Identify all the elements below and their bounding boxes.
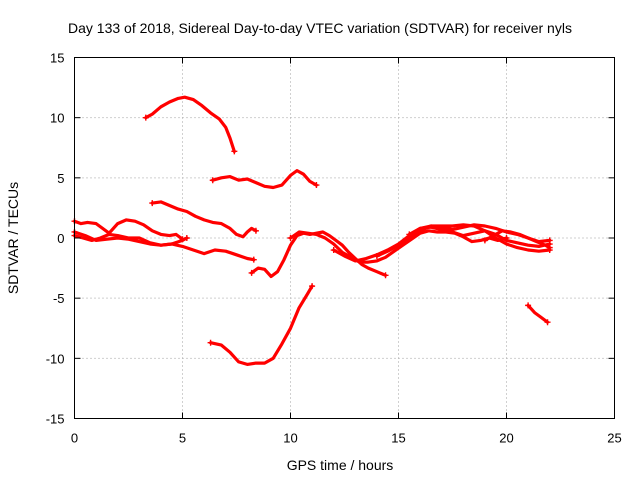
- plus-marker: [209, 177, 216, 184]
- x-tick-label: 5: [179, 431, 186, 446]
- series-arc-7: [248, 230, 389, 279]
- data-series: [71, 95, 553, 366]
- series-line-arc-7: [250, 230, 388, 279]
- series-arc-3: [149, 200, 259, 239]
- series-arc-10: [373, 223, 553, 260]
- series-line-arc-9: [332, 225, 552, 263]
- series-arc-14: [207, 283, 316, 366]
- chart-title: Day 133 of 2018, Sidereal Day-to-day VTE…: [68, 20, 572, 36]
- plus-marker: [382, 272, 389, 279]
- plus-marker: [544, 319, 551, 326]
- plus-marker: [309, 283, 316, 290]
- series-line-arc-14: [209, 284, 314, 366]
- plus-marker: [373, 253, 380, 260]
- y-tick-label: 0: [57, 231, 64, 246]
- plus-marker: [248, 269, 255, 276]
- plus-marker: [525, 302, 532, 309]
- plus-marker: [287, 235, 294, 241]
- x-tick-label: 10: [283, 431, 297, 446]
- series-line-arc-13: [526, 303, 550, 324]
- y-tick-label: 10: [50, 111, 64, 126]
- series-arc-2: [209, 169, 320, 190]
- plus-marker: [183, 235, 190, 241]
- plus-marker: [231, 148, 238, 155]
- plus-marker: [546, 237, 553, 244]
- series-line-arc-8: [288, 229, 509, 264]
- plus-marker: [252, 227, 259, 234]
- plus-marker: [546, 244, 553, 251]
- series-line-arc-1: [144, 95, 236, 153]
- x-tick-label: 20: [499, 431, 513, 446]
- x-axis-label: GPS time / hours: [287, 457, 394, 473]
- plus-marker: [481, 237, 488, 244]
- x-tick-label: 0: [71, 431, 78, 446]
- series-line-arc-6: [72, 232, 189, 247]
- plus-marker: [149, 200, 156, 207]
- plus-marker: [142, 114, 149, 121]
- series-line-arc-10: [375, 223, 552, 258]
- x-tick-label: 25: [607, 431, 621, 446]
- y-tick-label: 15: [50, 51, 64, 66]
- y-axis-label: SDTVAR / TECUs: [5, 182, 21, 294]
- series-arc-12: [481, 229, 553, 251]
- y-tick-label: 5: [57, 171, 64, 186]
- y-tick-label: -5: [53, 291, 65, 306]
- axis-ticks: 0 5 10 15 20 25 -15 -10 -5 0 5 10 15: [46, 51, 622, 446]
- series-line-arc-3: [150, 200, 258, 239]
- plus-marker: [313, 182, 320, 189]
- series-arc-1: [142, 95, 238, 155]
- x-tick-label: 15: [391, 431, 405, 446]
- plus-marker: [406, 231, 413, 238]
- series-line-arc-4: [72, 218, 185, 241]
- series-line-arc-2: [211, 169, 318, 190]
- y-tick-label: -15: [46, 412, 65, 427]
- series-arc-13: [525, 302, 551, 326]
- plus-marker: [207, 339, 214, 346]
- series-line-arc-12: [483, 229, 552, 250]
- plus-marker: [330, 247, 337, 254]
- plus-marker: [250, 256, 257, 263]
- y-tick-label: -10: [46, 351, 65, 366]
